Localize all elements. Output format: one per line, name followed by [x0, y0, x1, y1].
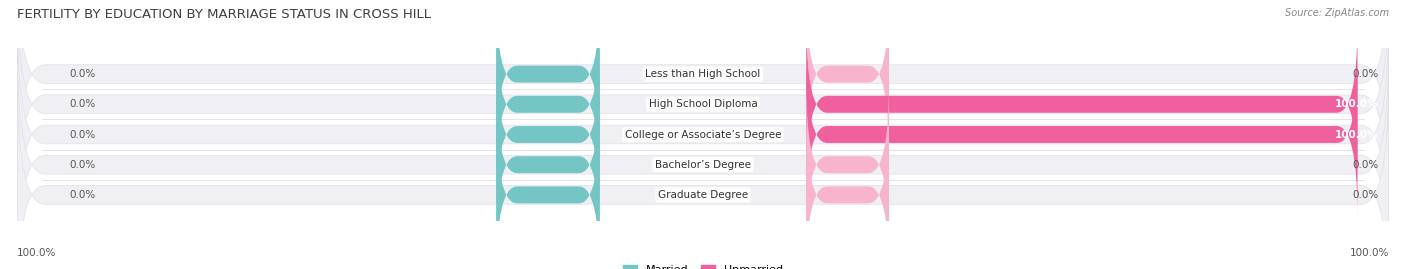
Text: 0.0%: 0.0% [69, 190, 96, 200]
FancyBboxPatch shape [496, 22, 599, 186]
Text: Source: ZipAtlas.com: Source: ZipAtlas.com [1285, 8, 1389, 18]
Text: 0.0%: 0.0% [69, 69, 96, 79]
Text: 0.0%: 0.0% [1353, 69, 1378, 79]
FancyBboxPatch shape [807, 83, 889, 247]
FancyBboxPatch shape [496, 113, 599, 269]
FancyBboxPatch shape [807, 52, 1358, 217]
Text: Less than High School: Less than High School [645, 69, 761, 79]
Text: College or Associate’s Degree: College or Associate’s Degree [624, 129, 782, 140]
FancyBboxPatch shape [496, 83, 599, 247]
Text: 100.0%: 100.0% [1334, 99, 1378, 109]
FancyBboxPatch shape [496, 0, 599, 156]
FancyBboxPatch shape [807, 22, 1358, 186]
Text: 0.0%: 0.0% [1353, 160, 1378, 170]
FancyBboxPatch shape [496, 52, 599, 217]
Text: 0.0%: 0.0% [69, 99, 96, 109]
Text: 0.0%: 0.0% [69, 129, 96, 140]
FancyBboxPatch shape [17, 83, 1389, 269]
Text: FERTILITY BY EDUCATION BY MARRIAGE STATUS IN CROSS HILL: FERTILITY BY EDUCATION BY MARRIAGE STATU… [17, 8, 430, 21]
FancyBboxPatch shape [17, 0, 1389, 186]
Legend: Married, Unmarried: Married, Unmarried [623, 264, 783, 269]
Text: High School Diploma: High School Diploma [648, 99, 758, 109]
FancyBboxPatch shape [17, 53, 1389, 269]
FancyBboxPatch shape [807, 113, 889, 269]
Text: 0.0%: 0.0% [1353, 190, 1378, 200]
Text: Bachelor’s Degree: Bachelor’s Degree [655, 160, 751, 170]
Text: 100.0%: 100.0% [1334, 129, 1378, 140]
Text: 100.0%: 100.0% [1350, 248, 1389, 258]
Text: 100.0%: 100.0% [17, 248, 56, 258]
Text: Graduate Degree: Graduate Degree [658, 190, 748, 200]
FancyBboxPatch shape [17, 0, 1389, 216]
FancyBboxPatch shape [807, 0, 889, 156]
Text: 0.0%: 0.0% [69, 160, 96, 170]
FancyBboxPatch shape [17, 23, 1389, 246]
